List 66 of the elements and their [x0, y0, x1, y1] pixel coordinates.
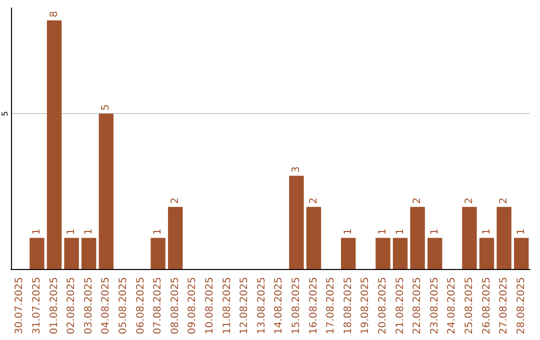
bar — [428, 238, 442, 269]
x-tick-label: 15.08.2025 — [290, 277, 302, 334]
x-tick-label: 02.08.2025 — [66, 277, 78, 334]
x-tick-label: 28.08.2025 — [516, 277, 527, 334]
x-tick-label: 18.08.2025 — [342, 277, 354, 334]
x-tick-label: 21.08.2025 — [394, 277, 406, 334]
data-label: 1 — [66, 228, 78, 235]
x-tick-label: 17.08.2025 — [326, 277, 337, 334]
x-tick-label: 13.08.2025 — [256, 277, 268, 334]
data-label: 2 — [464, 197, 475, 204]
data-label: 2 — [170, 197, 181, 204]
data-label: 2 — [498, 197, 510, 204]
bar — [98, 114, 114, 269]
bar — [392, 238, 408, 269]
data-label: 1 — [31, 228, 42, 235]
bar — [64, 238, 79, 269]
x-tick-label: 03.08.2025 — [83, 277, 94, 334]
data-label: 1 — [516, 228, 527, 235]
x-tick-label: 05.08.2025 — [118, 277, 129, 334]
x-tick-label: 24.08.2025 — [446, 277, 458, 334]
data-label: 3 — [290, 166, 302, 173]
bar — [496, 206, 512, 269]
bar — [514, 238, 529, 269]
x-tick-label: 16.08.2025 — [308, 277, 320, 334]
x-tick-label: 11.08.2025 — [222, 277, 233, 334]
bar — [289, 176, 304, 269]
data-label: 2 — [308, 197, 320, 204]
bar — [150, 238, 166, 269]
x-tick-label: 10.08.2025 — [204, 277, 216, 334]
bar — [341, 238, 356, 269]
x-tick-label: 31.07.2025 — [31, 277, 42, 334]
bar — [168, 206, 183, 269]
x-tick-label: 23.08.2025 — [429, 277, 440, 334]
x-tick-label: 12.08.2025 — [239, 277, 250, 334]
bar — [46, 20, 62, 269]
bar — [306, 206, 322, 269]
data-label: 1 — [377, 228, 388, 235]
bar — [30, 238, 44, 269]
x-tick-label: 22.08.2025 — [412, 277, 424, 334]
data-label: 1 — [342, 228, 354, 235]
data-label: 1 — [394, 228, 406, 235]
x-tick-label: 25.08.2025 — [464, 277, 475, 334]
x-tick-label: 01.08.2025 — [48, 277, 60, 334]
bar — [462, 206, 477, 269]
bar — [82, 238, 96, 269]
x-tick-label: 04.08.2025 — [100, 277, 112, 334]
x-tick-label: 30.07.2025 — [14, 277, 26, 334]
data-label: 1 — [481, 228, 492, 235]
x-tick-label: 06.08.2025 — [135, 277, 146, 334]
bar — [410, 206, 425, 269]
data-label: 8 — [48, 11, 60, 18]
data-label: 1 — [429, 228, 440, 235]
x-tick-label: 14.08.2025 — [274, 277, 285, 334]
x-tick-label: 27.08.2025 — [498, 277, 510, 334]
x-tick-label: 08.08.2025 — [170, 277, 181, 334]
x-tick-label: 09.08.2025 — [187, 277, 198, 334]
x-tick-label: 19.08.2025 — [360, 277, 372, 334]
data-label: 2 — [412, 197, 424, 204]
x-tick-label: 26.08.2025 — [481, 277, 492, 334]
x-tick-label: 07.08.2025 — [152, 277, 164, 334]
data-label: 1 — [152, 228, 164, 235]
x-tick-label: 20.08.2025 — [377, 277, 388, 334]
bar — [479, 238, 494, 269]
data-label: 1 — [83, 228, 94, 235]
data-label: 5 — [100, 104, 112, 111]
bar — [376, 238, 390, 269]
